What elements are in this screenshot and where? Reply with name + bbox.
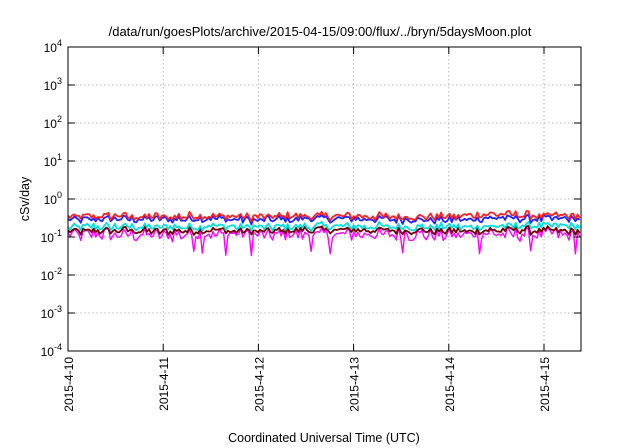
y-tick-label: 102 [44, 114, 62, 131]
y-tick-label: 10-3 [41, 304, 62, 321]
series-layer [67, 209, 581, 257]
y-tick-label: 10-1 [41, 228, 62, 245]
x-tick-label: 2015-4-11 [157, 357, 171, 411]
x-tick-label: 2015-4-14 [443, 357, 457, 412]
series-line [67, 226, 581, 257]
y-tick-label: 101 [44, 152, 62, 169]
y-tick-label: 103 [44, 76, 62, 93]
series-line [67, 209, 581, 223]
x-axis-label: Coordinated Universal Time (UTC) [228, 431, 420, 445]
y-axis-label: cSv/day [18, 176, 32, 221]
x-tick-label: 2015-4-15 [538, 357, 552, 412]
series-line [67, 220, 581, 232]
x-tick-label: 2015-4-10 [62, 357, 76, 412]
series-line [67, 213, 581, 226]
x-tick-label: 2015-4-12 [252, 357, 266, 412]
x-tick-label: 2015-4-13 [348, 357, 362, 412]
chart-title: /data/run/goesPlots/archive/2015-04-15/0… [109, 24, 532, 39]
y-tick-label: 100 [44, 190, 62, 207]
y-tick-label: 10-2 [41, 266, 62, 283]
y-tick-label: 104 [44, 38, 62, 55]
y-tick-label: 10-4 [41, 342, 62, 359]
grid [68, 47, 581, 351]
series-line [67, 224, 581, 236]
ticks: 10-4 10-3 10-2 10-1 100 101 102 103 104 2015-4-10… [41, 38, 581, 412]
